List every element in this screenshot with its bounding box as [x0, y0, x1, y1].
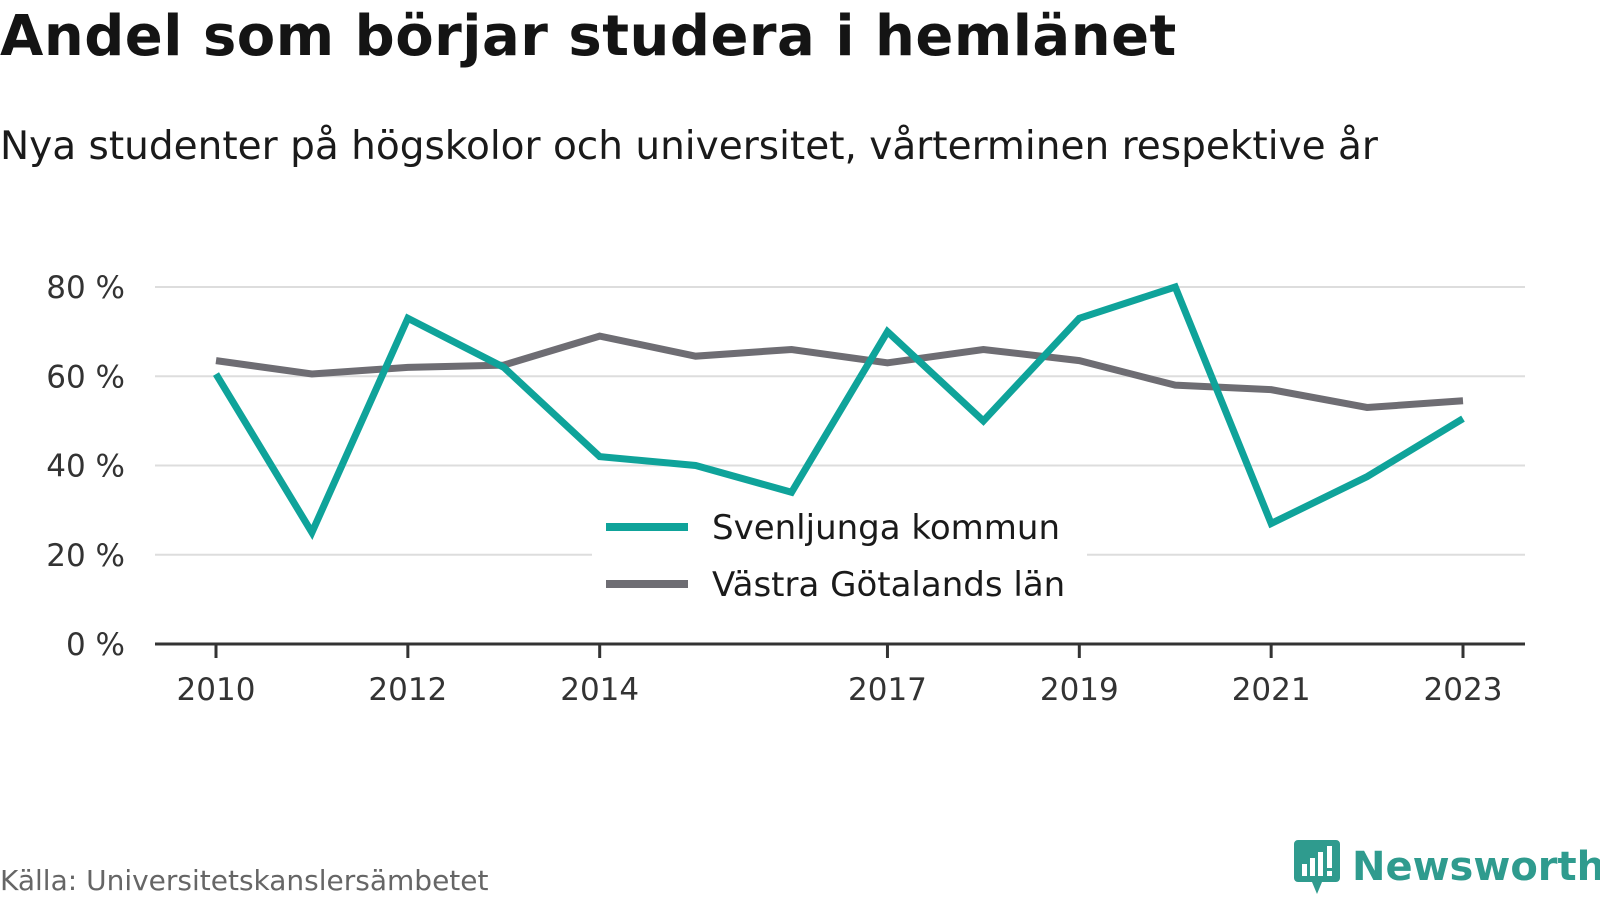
y-tick-label: 60 % [46, 359, 125, 395]
y-tick-label: 0 % [66, 627, 125, 663]
x-tick-label: 2010 [177, 672, 256, 708]
x-tick-label: 2014 [560, 672, 639, 708]
chart-title: Andel som börjar studera i hemlänet [0, 4, 1177, 69]
source-note: Källa: Universitetskanslersämbetet [0, 864, 489, 897]
brand-logo: Newsworthy [1292, 838, 1600, 896]
legend-label: Svenljunga kommun [712, 508, 1060, 548]
legend-label: Västra Götalands län [712, 565, 1065, 605]
y-tick-label: 40 % [46, 449, 125, 485]
series-line-0 [213, 282, 1465, 540]
x-tick-label: 2017 [848, 672, 927, 708]
x-tick-label: 2023 [1424, 672, 1503, 708]
legend: Svenljunga kommun Västra Götalands län [592, 500, 1087, 612]
chart-subtitle: Nya studenter på högskolor och universit… [0, 124, 1378, 169]
newsworthy-logo-icon [1294, 840, 1340, 894]
series-lines [213, 282, 1465, 540]
y-axis-labels: 0 % 20 % 40 % 60 % 80 % [46, 270, 125, 663]
x-axis: 2010 2012 2014 2017 2019 2021 2023 [155, 642, 1525, 708]
x-tick-label: 2012 [368, 672, 447, 708]
x-tick-label: 2019 [1040, 672, 1119, 708]
x-tick-label: 2021 [1232, 672, 1311, 708]
y-tick-label: 20 % [46, 538, 125, 574]
brand-name: Newsworthy [1352, 844, 1600, 890]
series-line-1 [215, 332, 1464, 412]
y-tick-label: 80 % [46, 270, 125, 306]
legend-background [592, 500, 1087, 612]
